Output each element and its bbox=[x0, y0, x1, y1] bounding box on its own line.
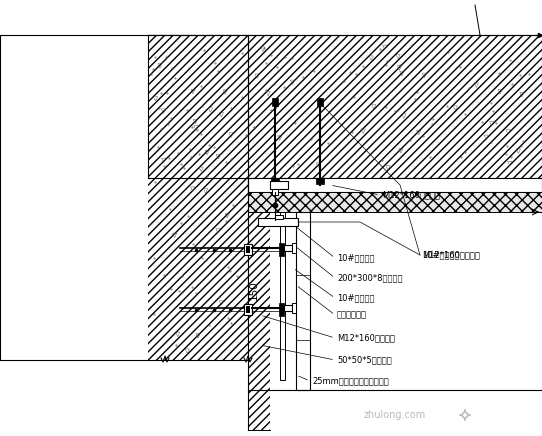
Bar bbox=[0, 35, 248, 360]
Bar bbox=[148, 35, 542, 178]
Text: M12*160化学锚栓: M12*160化学锚栓 bbox=[382, 191, 440, 200]
Bar bbox=[279, 243, 284, 256]
Bar bbox=[244, 304, 252, 315]
Bar bbox=[284, 305, 292, 311]
Text: M12*160化学锚栓: M12*160化学锚栓 bbox=[422, 251, 480, 259]
Text: 200*300*8钢件焊接: 200*300*8钢件焊接 bbox=[337, 273, 403, 283]
Text: 10#槽钢横担: 10#槽钢横担 bbox=[337, 253, 375, 262]
Bar bbox=[284, 245, 292, 251]
Text: 150: 150 bbox=[249, 280, 259, 300]
Bar bbox=[292, 243, 296, 253]
Bar bbox=[292, 303, 296, 313]
Bar bbox=[279, 303, 284, 316]
Bar bbox=[317, 98, 323, 106]
Text: 不锈钢干挂件: 不锈钢干挂件 bbox=[337, 310, 367, 320]
Bar bbox=[296, 212, 310, 390]
Bar bbox=[270, 212, 542, 430]
Bar bbox=[0, 0, 148, 436]
Bar bbox=[244, 244, 252, 255]
Bar bbox=[275, 215, 283, 219]
Text: zhulong.com: zhulong.com bbox=[364, 410, 426, 420]
Bar bbox=[248, 212, 270, 430]
Bar bbox=[271, 178, 279, 184]
Text: 10#槽钢横担: 10#槽钢横担 bbox=[422, 251, 460, 259]
Text: 10#槽钢连接: 10#槽钢连接 bbox=[337, 293, 375, 303]
Bar bbox=[272, 189, 278, 195]
Bar bbox=[246, 306, 250, 313]
Bar bbox=[0, 0, 148, 35]
Text: M12*160化学锚栓: M12*160化学锚栓 bbox=[337, 334, 395, 343]
Bar bbox=[280, 212, 285, 380]
Text: 25mm厚天然板岩荔枝面石板: 25mm厚天然板岩荔枝面石板 bbox=[312, 377, 389, 385]
Bar bbox=[246, 246, 250, 253]
Bar bbox=[270, 181, 288, 189]
Bar bbox=[272, 98, 278, 106]
Bar bbox=[248, 178, 542, 192]
Text: 150: 150 bbox=[335, 202, 355, 212]
Bar bbox=[258, 218, 298, 226]
Text: 50*50*5镀锌角钢: 50*50*5镀锌角钢 bbox=[337, 355, 392, 364]
Bar bbox=[248, 192, 542, 212]
Bar bbox=[316, 178, 324, 184]
